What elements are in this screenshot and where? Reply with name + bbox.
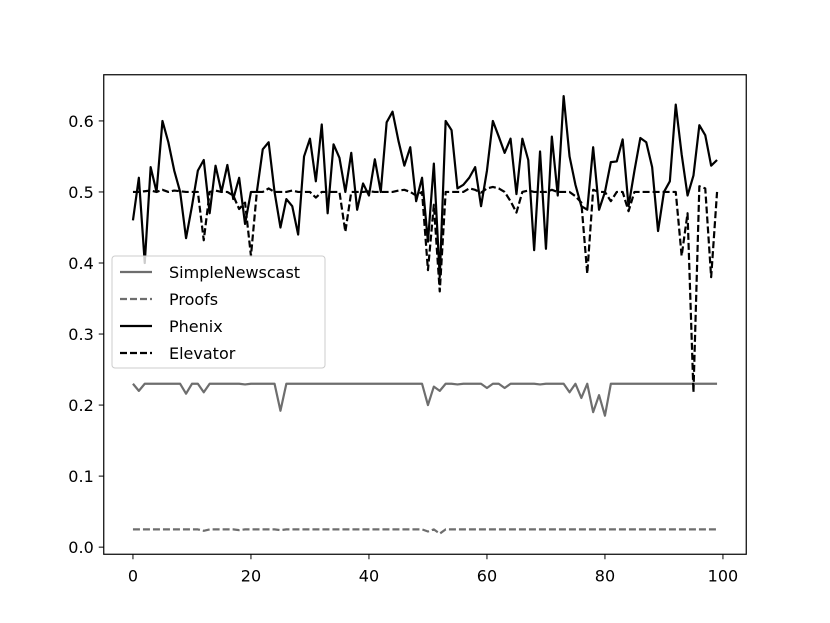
x-tick-label: 100 xyxy=(708,566,739,585)
x-tick-label: 60 xyxy=(477,566,497,585)
plot-frame xyxy=(103,74,747,555)
x-axis: 0 20 40 60 80 100 xyxy=(128,554,738,585)
x-tick-label: 0 xyxy=(128,566,138,585)
series-line-phenix xyxy=(131,94,718,279)
x-tick-label: 40 xyxy=(359,566,379,585)
series-line-elevator xyxy=(132,185,719,394)
x-tick-label: 80 xyxy=(595,566,615,585)
series-line-simplenewscast xyxy=(132,382,718,417)
series-layer xyxy=(131,94,719,535)
y-tick-label: 0.0 xyxy=(68,538,93,557)
y-tick-label: 0.3 xyxy=(68,325,93,344)
y-axis: 0.0 0.1 0.2 0.3 0.4 0.5 0.6 xyxy=(68,112,104,557)
series-line-proofs xyxy=(132,528,718,535)
y-tick-label: 0.6 xyxy=(68,112,93,131)
y-tick-label: 0.2 xyxy=(68,396,93,415)
legend: SimpleNewscast Proofs Phenix Elevator xyxy=(111,255,326,369)
y-tick-label: 0.1 xyxy=(68,467,93,486)
legend-label-simplenewscast: SimpleNewscast xyxy=(169,263,300,282)
y-tick-label: 0.5 xyxy=(68,183,93,202)
x-tick-label: 20 xyxy=(241,566,261,585)
legend-label-elevator: Elevator xyxy=(169,344,236,363)
legend-label-phenix: Phenix xyxy=(169,317,223,336)
legend-label-proofs: Proofs xyxy=(169,290,218,309)
y-tick-label: 0.4 xyxy=(68,254,93,273)
legend-box xyxy=(111,255,326,369)
